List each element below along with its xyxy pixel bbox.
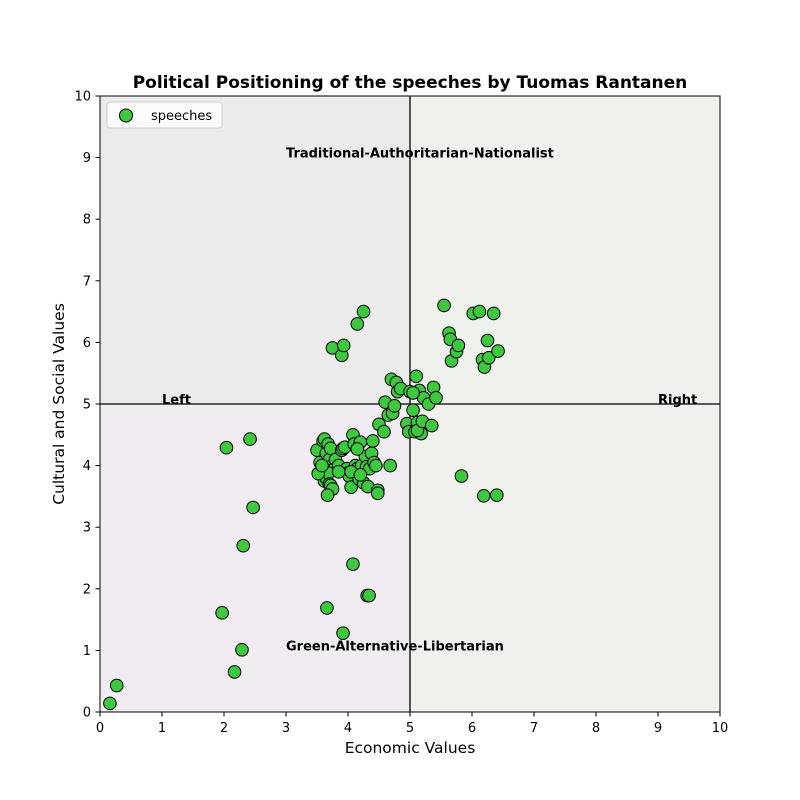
data-point bbox=[486, 306, 501, 321]
annotation-label: Traditional-Authoritarian-Nationalist bbox=[286, 147, 554, 162]
legend-label: speeches bbox=[151, 109, 212, 124]
y-tick-label: 2 bbox=[83, 582, 91, 597]
x-tick-label: 3 bbox=[282, 721, 290, 736]
data-point bbox=[346, 557, 360, 571]
legend: speeches bbox=[106, 101, 223, 129]
data-point bbox=[344, 480, 358, 494]
data-point bbox=[437, 298, 451, 313]
chart-title: Political Positioning of the speeches by… bbox=[133, 73, 688, 93]
y-tick-label: 8 bbox=[83, 213, 91, 228]
y-axis-ticks: 0 1 2 3 4 5 6 7 8 9 10 bbox=[74, 90, 100, 721]
data-point bbox=[219, 440, 234, 455]
y-tick-label: 7 bbox=[83, 274, 91, 289]
data-point bbox=[387, 399, 402, 413]
data-point bbox=[356, 304, 371, 319]
annotation-label: Right bbox=[658, 393, 697, 408]
data-point bbox=[362, 588, 376, 603]
data-point bbox=[454, 469, 469, 483]
y-tick-label: 9 bbox=[83, 151, 91, 166]
data-point bbox=[429, 391, 443, 405]
legend-marker bbox=[119, 108, 133, 123]
data-points bbox=[103, 298, 505, 711]
data-point bbox=[350, 442, 365, 456]
x-tick-label: 10 bbox=[712, 721, 729, 736]
y-tick-label: 3 bbox=[83, 521, 91, 536]
data-point bbox=[353, 468, 368, 482]
data-point bbox=[490, 488, 504, 502]
data-point bbox=[383, 458, 397, 473]
data-point bbox=[320, 488, 335, 502]
y-tick-label: 0 bbox=[83, 706, 91, 721]
data-point bbox=[369, 458, 383, 473]
data-point bbox=[409, 369, 424, 384]
quadrant-top-left bbox=[100, 96, 410, 404]
data-point bbox=[476, 488, 491, 503]
y-tick-label: 1 bbox=[83, 644, 91, 659]
x-tick-label: 5 bbox=[406, 721, 414, 736]
y-tick-label: 5 bbox=[83, 398, 91, 413]
data-point bbox=[472, 304, 487, 319]
reference-lines bbox=[100, 96, 720, 712]
annotation-label: Left bbox=[162, 393, 191, 408]
data-point bbox=[246, 500, 260, 515]
data-point bbox=[481, 351, 496, 365]
x-tick-label: 8 bbox=[592, 721, 600, 736]
data-point bbox=[331, 464, 346, 479]
quadrant-bottom-right bbox=[410, 404, 720, 712]
x-axis-label: Economic Values bbox=[345, 739, 476, 757]
x-axis-ticks: 0 1 2 3 4 5 6 7 8 9 10 bbox=[96, 712, 728, 736]
y-axis-label: Cultural and Social Values bbox=[50, 303, 68, 505]
data-point bbox=[336, 338, 351, 353]
annotation-label: Green-Alternative-Libertarian bbox=[286, 639, 504, 654]
data-point bbox=[236, 538, 251, 553]
data-point bbox=[215, 606, 229, 620]
x-tick-label: 7 bbox=[530, 721, 538, 736]
data-point bbox=[406, 403, 420, 417]
data-point bbox=[320, 601, 334, 615]
x-tick-label: 2 bbox=[220, 721, 228, 736]
data-point bbox=[227, 665, 242, 679]
data-point bbox=[451, 338, 466, 353]
data-point bbox=[109, 678, 124, 693]
data-point bbox=[350, 317, 365, 331]
x-tick-label: 0 bbox=[96, 721, 104, 736]
x-tick-label: 4 bbox=[344, 721, 352, 736]
x-tick-label: 1 bbox=[158, 721, 166, 736]
legend-box bbox=[106, 101, 223, 129]
data-point bbox=[235, 642, 249, 657]
data-point bbox=[103, 696, 117, 711]
quadrant-annotations: Traditional-Authoritarian-Nationalist Gre… bbox=[162, 147, 697, 655]
x-tick-label: 6 bbox=[468, 721, 476, 736]
data-point bbox=[424, 418, 439, 433]
data-point bbox=[315, 458, 329, 473]
data-point bbox=[377, 424, 391, 439]
x-tick-label: 9 bbox=[654, 721, 662, 736]
y-tick-label: 4 bbox=[83, 459, 91, 474]
data-point bbox=[243, 432, 257, 446]
data-point bbox=[366, 434, 380, 448]
data-point bbox=[336, 626, 350, 640]
data-point bbox=[480, 333, 495, 348]
data-point bbox=[491, 344, 505, 358]
y-tick-label: 6 bbox=[83, 336, 91, 351]
y-tick-label: 10 bbox=[74, 90, 91, 105]
data-point bbox=[370, 486, 385, 501]
quadrant-backgrounds bbox=[100, 96, 720, 712]
data-point bbox=[406, 386, 420, 400]
